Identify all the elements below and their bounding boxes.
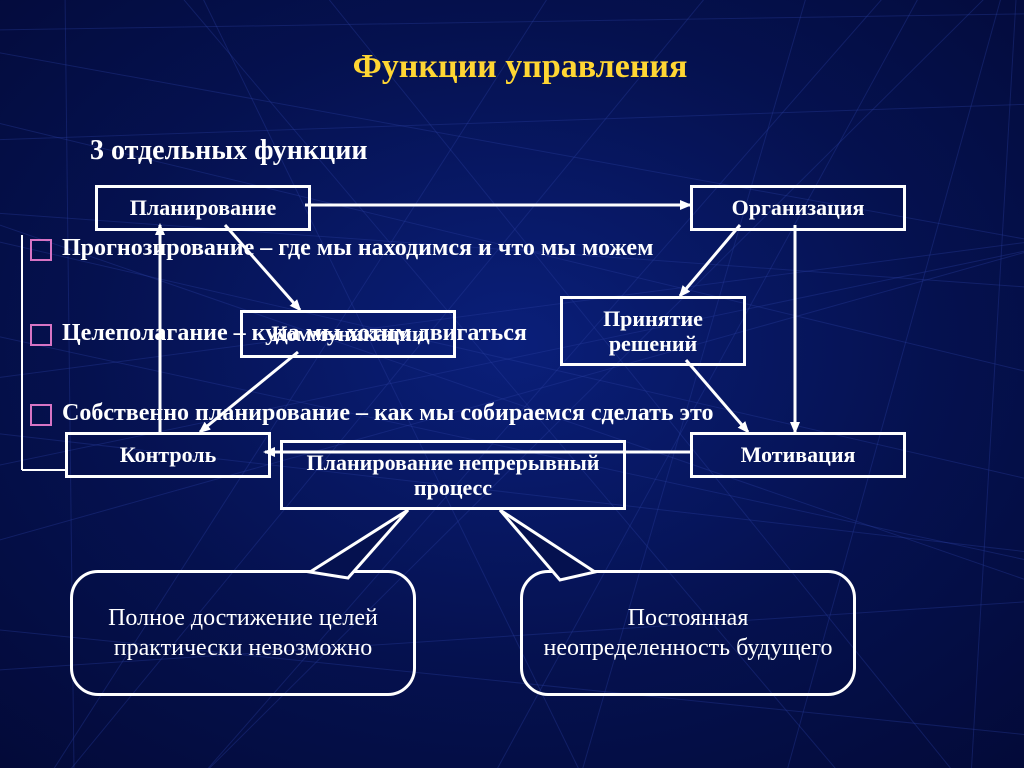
bullet-marker-icon — [30, 404, 52, 426]
bullet-item: Целеполагание – куда мы хотим двигаться — [30, 320, 994, 347]
box-label: Коммуникации — [271, 321, 424, 346]
slide-subtitle: 3 отдельных функции — [90, 135, 510, 167]
callout-pointer-left — [310, 510, 408, 578]
box-control: Контроль — [65, 432, 271, 478]
box-label: Мотивация — [741, 442, 856, 467]
box-label: Организация — [732, 195, 865, 220]
box-organization: Организация — [690, 185, 906, 231]
bullet-marker-icon — [30, 324, 52, 346]
box-planning: Планирование — [95, 185, 311, 231]
bullet-text: Прогнозирование – где мы находимся и что… — [62, 235, 653, 262]
box-label: Принятие решений — [563, 306, 743, 357]
box-communication: Коммуникации — [240, 310, 456, 358]
bullet-marker-icon — [30, 239, 52, 261]
box-decisions: Принятие решений — [560, 296, 746, 366]
box-label: Планирование — [130, 195, 277, 220]
callout-right: Постоянная неопределенность будущего — [520, 570, 856, 696]
bullet-item: Прогнозирование – где мы находимся и что… — [30, 235, 994, 262]
callout-left: Полное достижение целей практически нево… — [70, 570, 416, 696]
slide-title: Функции управления — [260, 48, 780, 86]
box-continuous: Планирование непрерывный процесс — [280, 440, 626, 510]
box-label: Контроль — [120, 442, 217, 467]
box-motivation: Мотивация — [690, 432, 906, 478]
slide-stage: Функции управления 3 отдельных функции П… — [0, 0, 1024, 768]
bullet-item: Собственно планирование – как мы собирае… — [30, 400, 994, 427]
callout-text: Постоянная неопределенность будущего — [523, 603, 853, 663]
bullet-text: Собственно планирование – как мы собирае… — [62, 400, 713, 427]
callout-text: Полное достижение целей практически нево… — [73, 603, 413, 663]
box-label: Планирование непрерывный процесс — [283, 450, 623, 501]
